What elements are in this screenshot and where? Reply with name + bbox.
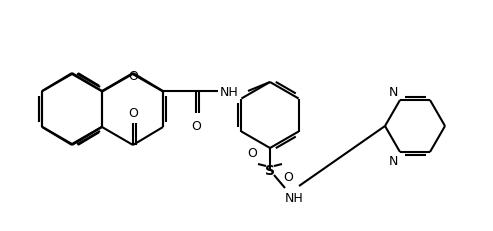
Text: NH: NH [220,85,239,98]
Text: O: O [128,106,138,119]
Text: S: S [265,163,275,177]
Text: O: O [283,170,293,183]
Text: NH: NH [285,191,304,204]
Text: O: O [247,146,257,159]
Text: O: O [128,69,138,82]
Text: N: N [388,154,398,167]
Text: N: N [388,86,398,99]
Text: O: O [191,119,201,132]
